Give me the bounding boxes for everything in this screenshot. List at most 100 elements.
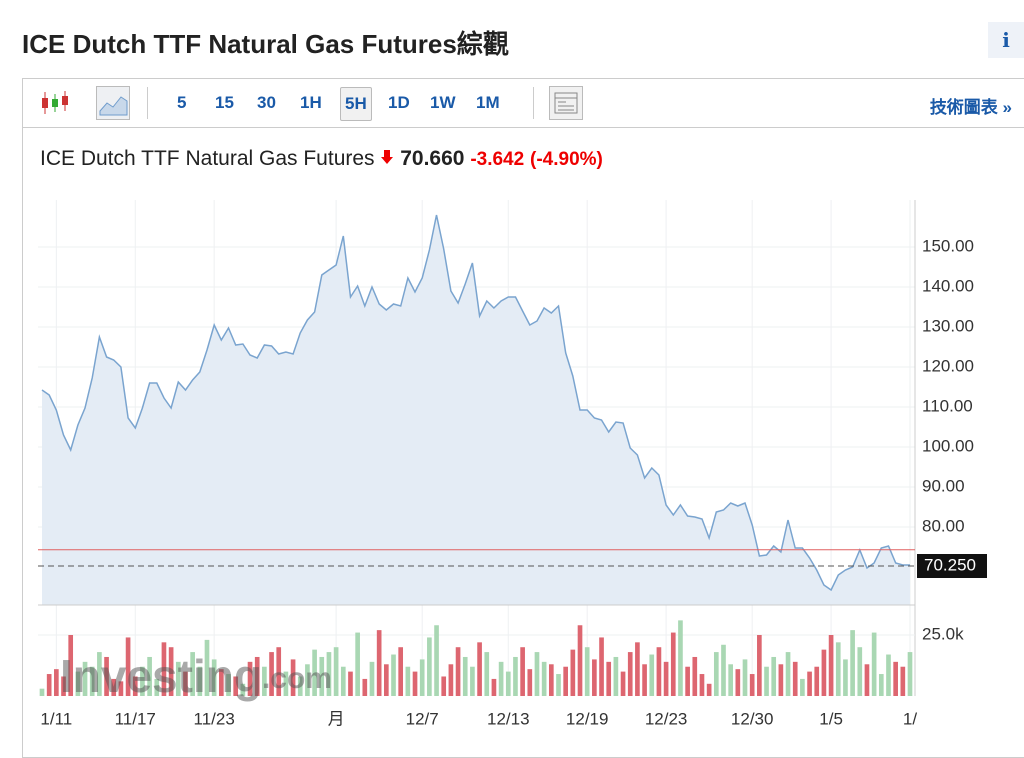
volume-bar [448,664,454,696]
volume-bar [871,632,877,696]
price-area [42,215,910,605]
volume-bar [814,666,820,696]
interval-button[interactable]: 1M [476,93,500,112]
volume-bar [864,664,870,696]
volume-bar [613,656,619,696]
volume-bar [893,661,898,696]
volume-bar [434,625,439,696]
volume-bar [183,671,188,696]
volume-bar [513,656,518,696]
volume-bar [749,674,755,696]
volume-bar [785,652,791,696]
toolbar: 5 15 30 1H 5H 1D 1W 1M 技術圖表 » [23,79,1024,128]
y-tick-label: 80.00 [922,516,965,535]
volume-bar [534,652,540,696]
price-line [41,214,910,592]
volume-bar [857,647,863,696]
volume-bar [240,683,246,696]
volume-bar [670,632,676,696]
last-price-tag [917,554,987,578]
volume-bar [140,666,145,696]
volume-bar [907,652,913,696]
technical-chart-link[interactable]: 技術圖表 » [929,98,1012,117]
volume-bar [412,671,418,696]
volume-bar [484,652,490,696]
x-tick-label: 12/13 [487,709,530,728]
volume-bar [678,620,683,696]
volume-bar [878,674,884,696]
volume-bar [233,676,239,696]
volume-bar [168,647,174,696]
watermark-suffix: .com [262,662,332,695]
y-tick-label: 110.00 [922,396,973,415]
volume-bar [247,661,253,696]
x-tick-label: 1/ [903,709,917,728]
volume-bar [692,656,698,696]
volume-bar [254,656,260,696]
volume-bar [713,652,719,696]
volume-bar [728,664,733,696]
interval-button[interactable]: 15 [215,93,234,112]
x-tick-label: 12/23 [645,709,688,728]
watermark: Investing.com [60,650,332,702]
volume-bar [340,666,346,696]
volume-bar [68,635,74,696]
x-tick-label: 11/23 [194,709,235,728]
volume-bar [577,625,583,696]
volume-bar [175,661,181,696]
volume-bar [290,659,296,696]
volume-bar [541,661,547,696]
volume-bar [427,637,432,696]
interval-button[interactable]: 1W [430,93,456,112]
layout-icon[interactable] [549,86,583,120]
volume-tick-label: 25.0k [922,624,964,643]
volume-bar [362,678,368,696]
volume-bar [764,666,769,696]
volume-bar [570,649,576,696]
volume-bar [46,674,52,696]
volume-bar [383,664,389,696]
volume-bar [491,678,497,696]
candlestick-icon[interactable] [39,89,71,117]
volume-bar [900,666,906,696]
volume-bar [835,642,841,696]
volume-bar [828,635,834,696]
volume-bar [297,676,303,696]
area-chart-icon[interactable] [96,86,130,120]
volume-bar [312,649,317,696]
interval-button[interactable]: 30 [257,93,276,112]
volume-bar [441,676,447,696]
interval-button[interactable]: 1D [388,93,410,112]
volume-bar [807,671,812,696]
volume-bar [649,654,655,696]
volume-bar [369,661,375,696]
interval-button[interactable]: 5H [340,87,372,121]
volume-bar [685,666,690,696]
interval-button[interactable]: 5 [177,93,187,112]
volume-bar [620,671,626,696]
volume-bar [505,671,511,696]
y-tick-label: 120.00 [922,356,974,375]
info-button[interactable]: i [988,22,1024,58]
volume-bar [721,644,726,696]
volume-bar [642,664,647,696]
volume-bar [656,647,662,696]
volume-bar [455,647,461,696]
last-price-label: 70.250 [924,555,976,574]
x-tick-label: 1/5 [819,709,843,728]
interval-button[interactable]: 1H [300,93,322,112]
volume-bar [663,661,669,696]
price-change-percent: (-4.90%) [530,149,603,170]
down-arrow [381,150,394,164]
volume-bar [355,632,360,696]
y-tick-label: 100.00 [922,436,974,455]
x-tick-label: 月 [328,709,345,728]
volume-bar [326,652,332,696]
volume-bar [821,649,827,696]
quote-line: ICE Dutch TTF Natural Gas Futures 70.660… [40,147,603,171]
volume-bar [197,666,203,696]
volume-bar [706,683,712,696]
volume-bar [204,639,210,696]
volume-bar [470,666,475,696]
volume-bar [699,674,705,696]
